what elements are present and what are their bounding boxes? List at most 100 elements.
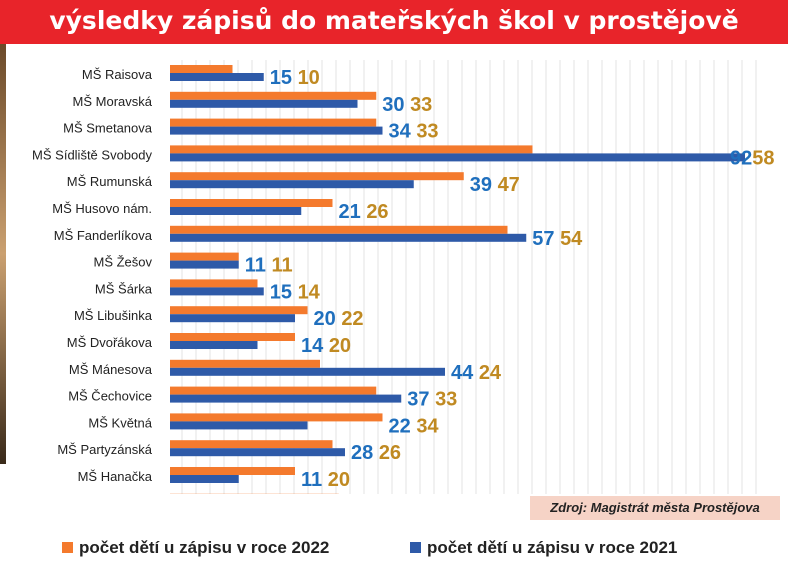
title-bar	[0, 0, 788, 44]
bar-2021	[170, 153, 745, 162]
bar-2022	[170, 467, 295, 475]
data-labels: 37 33	[407, 389, 457, 411]
data-label-2022: 20	[328, 469, 350, 491]
chart-title: výsledky zápisů do mateřských škol v pro…	[49, 6, 739, 35]
data-label-2021: 20	[314, 308, 336, 330]
data-label-2021: 34	[389, 121, 412, 143]
data-label-2021: 30	[382, 94, 404, 116]
bar-2021	[170, 394, 402, 403]
bar-2021	[170, 73, 264, 81]
category-label: MŠ Šárka	[95, 281, 153, 296]
bar-2022	[170, 333, 295, 341]
category-label: MŠ Mánesova	[69, 362, 153, 377]
bar-2021	[170, 314, 295, 323]
data-label-2021: 14	[301, 335, 324, 357]
data-label-2021: 44	[451, 362, 474, 384]
data-labels: 11 20	[301, 469, 350, 491]
bar-2022	[170, 145, 533, 154]
category-label: MŠ Rumunská	[67, 174, 153, 189]
category-label: MŠ Květná	[88, 415, 152, 430]
bar-2022	[170, 91, 377, 100]
category-label: MŠ Moravská	[73, 94, 153, 109]
category-label: MŠ Libušinka	[74, 308, 153, 323]
legend-swatch-2021	[410, 542, 421, 554]
data-label-2021: 15	[270, 281, 292, 303]
bar-2021	[170, 341, 258, 349]
data-label-2022: 14	[298, 281, 321, 303]
bar-2021	[170, 233, 527, 242]
data-labels: 20 22	[314, 308, 364, 330]
data-labels: 15 14	[270, 281, 321, 303]
bar-2021	[170, 367, 445, 376]
data-labels: 28 26	[351, 442, 401, 464]
bar-2022	[170, 306, 308, 315]
data-label-2022: 33	[435, 389, 457, 411]
data-labels: 39 47	[470, 174, 520, 196]
data-label-2021: 22	[389, 415, 411, 437]
data-label-2021: 92	[730, 147, 752, 169]
data-label-2021: 15	[270, 67, 292, 89]
category-label: MŠ Sídliště Svobody	[32, 147, 152, 162]
bar-2021	[170, 448, 345, 457]
data-label-2022: 24	[479, 362, 502, 384]
data-label-2022: 26	[366, 201, 388, 223]
data-labels: 44 24	[451, 362, 502, 384]
bar-2021	[170, 126, 383, 135]
data-label-2022: 58	[752, 147, 774, 169]
bar-2022	[170, 359, 320, 368]
data-labels: 22 34	[389, 415, 440, 437]
data-labels: 30 33	[382, 94, 432, 116]
data-label-2021: 57	[532, 228, 554, 250]
data-label-2022: 47	[498, 174, 520, 196]
data-label-2021: 37	[407, 389, 429, 411]
bar-2022	[170, 225, 508, 234]
bar-2021	[170, 475, 239, 483]
data-labels: 34 33	[389, 121, 439, 143]
source-note: Zdroj: Magistrát města Prostějova	[530, 496, 780, 520]
data-label-2022: 26	[379, 442, 401, 464]
bar-2022	[170, 172, 464, 181]
bar-2021	[170, 99, 358, 108]
bar-2021	[170, 421, 308, 430]
data-label-2021: 11	[301, 469, 322, 491]
bar-2021	[170, 287, 264, 296]
legend-item-2022: počet dětí u zápisu v roce 2022	[62, 535, 329, 561]
data-labels: 9258	[730, 147, 775, 169]
category-label: MŠ Žešov	[93, 255, 152, 270]
data-label-2021: 21	[339, 201, 361, 223]
bar-2022	[170, 118, 377, 127]
data-labels: 14 20	[301, 335, 351, 357]
category-label: MŠ Partyzánská	[57, 442, 152, 457]
data-label-2022: 33	[410, 94, 432, 116]
bar-2022	[170, 199, 333, 207]
data-label-2022: 11	[271, 255, 292, 277]
bar-2022	[170, 279, 258, 288]
category-label: MŠ Hanačka	[78, 469, 153, 484]
background-photo-strip	[0, 44, 6, 464]
legend: počet dětí u zápisu v roce 2022 počet dě…	[0, 535, 788, 561]
bar-2022	[170, 413, 383, 422]
data-label-2022: 34	[416, 415, 439, 437]
legend-item-2021: počet dětí u zápisu v roce 2021	[410, 535, 677, 561]
data-label-2022: 33	[416, 121, 438, 143]
bar-2022	[170, 386, 377, 395]
data-labels: 21 26	[339, 201, 389, 223]
bar-2021	[170, 260, 239, 269]
legend-label-2021: počet dětí u zápisu v roce 2021	[427, 538, 678, 557]
data-label-2021: 11	[245, 255, 266, 277]
bar-chart: MŠ Raisova 15 10 MŠ Moravská 30 33 MŠ Smetan…	[32, 60, 775, 494]
data-labels: 11 11	[245, 255, 293, 277]
gridlines	[181, 60, 757, 494]
category-label: MŠ Čechovice	[68, 389, 152, 404]
data-label-2022: 20	[329, 335, 351, 357]
category-label: MŠ Smetanova	[63, 121, 153, 136]
bar-2022	[170, 440, 333, 449]
legend-swatch-2022	[62, 542, 73, 554]
category-label: MŠ Husovo nám.	[52, 201, 152, 216]
data-labels: 15 10	[270, 67, 320, 89]
data-label-2022: 10	[298, 67, 320, 89]
data-label-2022: 54	[560, 228, 583, 250]
bar-2021	[170, 207, 302, 215]
category-label: MŠ Fanderlíkova	[54, 228, 153, 243]
legend-label-2022: počet dětí u zápisu v roce 2022	[79, 538, 330, 557]
